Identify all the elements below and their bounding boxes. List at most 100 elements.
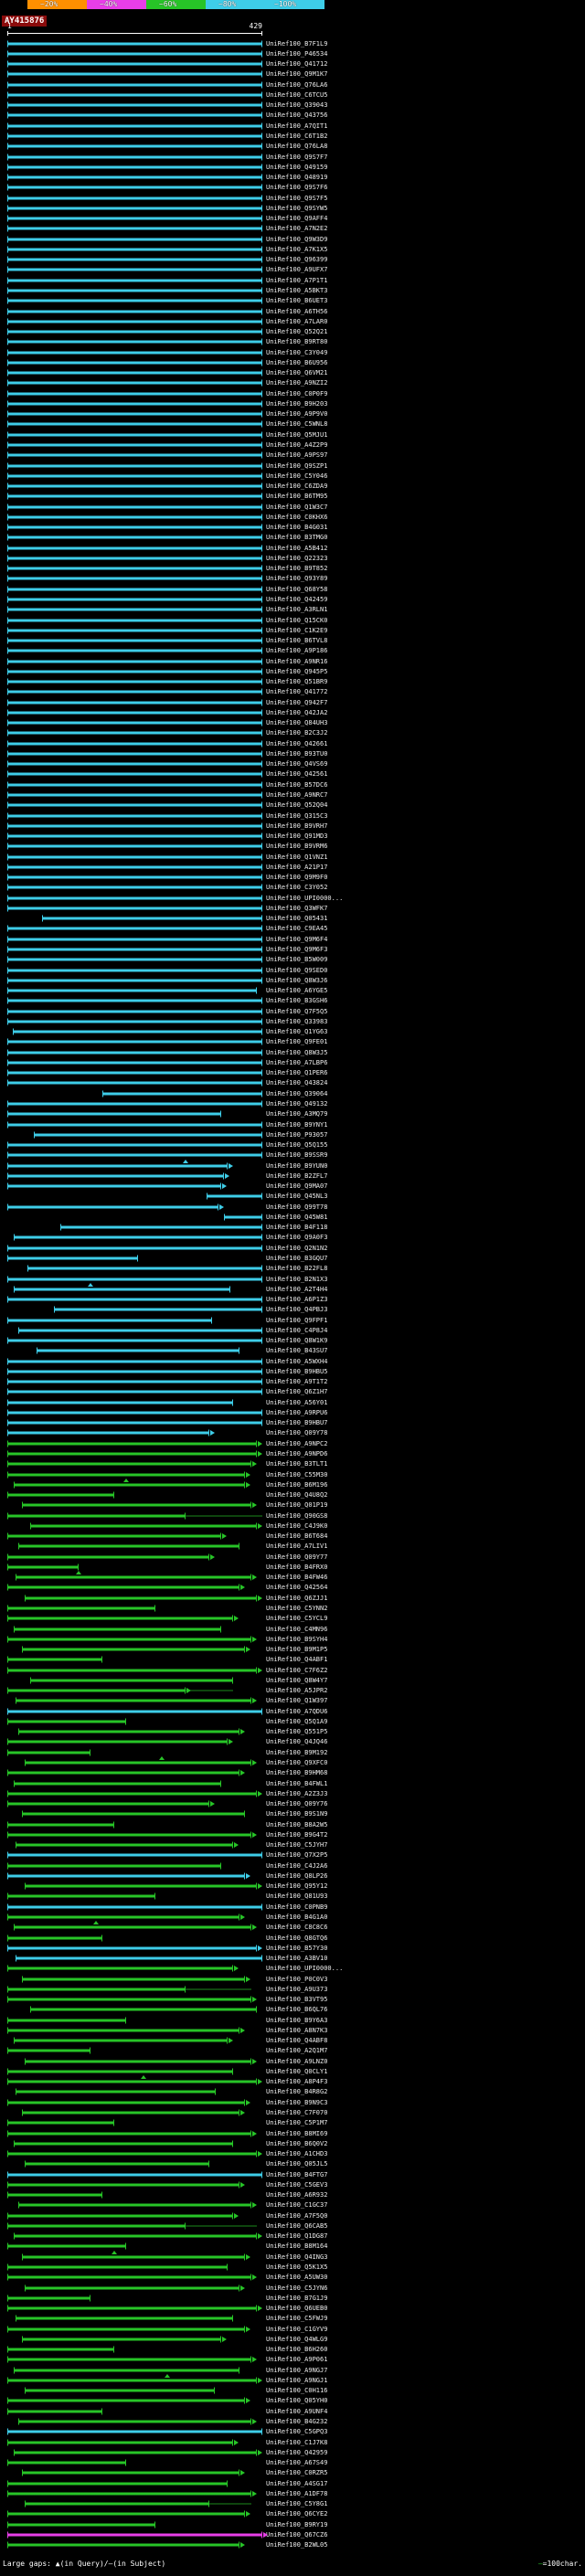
hit-label[interactable]: UniRef100_Q52Q04 (266, 801, 328, 810)
alignment-bar[interactable] (7, 678, 262, 685)
hit-label[interactable]: UniRef100_B9N9C3 (266, 2098, 328, 2106)
hit-label[interactable]: UniRef100_C0PNB9 (266, 1903, 328, 1911)
alignment-bar[interactable] (7, 575, 262, 582)
alignment-bar[interactable] (7, 154, 262, 161)
alignment-bar[interactable] (7, 760, 262, 768)
alignment-bar[interactable] (7, 2531, 262, 2539)
hit-label[interactable]: UniRef100_Q8W4Y7 (266, 1676, 328, 1684)
hit-label[interactable]: UniRef100_C5WNL8 (266, 420, 328, 429)
alignment-bar[interactable] (7, 2017, 126, 2024)
alignment-bar[interactable] (7, 1831, 251, 1839)
alignment-bar[interactable] (7, 1667, 258, 1674)
hit-label[interactable]: UniRef100_B9M1P5 (266, 1646, 328, 1654)
alignment-bar[interactable] (7, 1862, 222, 1870)
hit-label[interactable]: UniRef100_Q51BR9 (266, 678, 328, 686)
hit-label[interactable]: UniRef100_Q42661 (266, 739, 328, 747)
hit-label[interactable]: UniRef100_A7LIV1 (266, 1542, 328, 1551)
hit-label[interactable]: UniRef100_C9EA45 (266, 925, 328, 933)
hit-label[interactable]: UniRef100_Q5K1X5 (266, 2263, 328, 2271)
alignment-bar[interactable] (14, 1780, 221, 1787)
alignment-bar[interactable] (24, 1595, 258, 1602)
hit-label[interactable]: UniRef100_Q9S7F6 (266, 184, 328, 192)
hit-label[interactable]: UniRef100_A9NPD6 (266, 1450, 328, 1458)
alignment-bar[interactable] (7, 1687, 186, 1694)
hit-label[interactable]: UniRef100_C0RZR5 (266, 2469, 328, 2477)
hit-label[interactable]: UniRef100_B3TMG0 (266, 534, 328, 542)
alignment-bar[interactable] (14, 1481, 246, 1489)
alignment-bar[interactable] (7, 1409, 262, 1416)
hit-label[interactable]: UniRef100_B9HBU5 (266, 1367, 328, 1375)
alignment-bar[interactable] (7, 2263, 228, 2271)
alignment-bar[interactable] (7, 699, 262, 706)
hit-label[interactable]: UniRef100_Q6UEB0 (266, 2305, 328, 2313)
hit-label[interactable]: UniRef100_Q09Y76 (266, 1800, 328, 1808)
alignment-bar[interactable] (7, 2171, 262, 2178)
hit-label[interactable]: UniRef100_Q9SED0 (266, 966, 328, 974)
alignment-bar[interactable] (24, 2387, 216, 2394)
hit-label[interactable]: UniRef100_Q39043 (266, 101, 328, 110)
alignment-bar[interactable] (7, 1069, 262, 1076)
hit-label[interactable]: UniRef100_Q90GS8 (266, 1511, 328, 1520)
hit-label[interactable]: UniRef100_A7LAR0 (266, 317, 328, 325)
hit-label[interactable]: UniRef100_A3MQ79 (266, 1110, 328, 1118)
alignment-bar[interactable] (7, 410, 262, 418)
hit-label[interactable]: UniRef100_A9LNZ0 (266, 2057, 328, 2065)
alignment-bar[interactable] (18, 2418, 251, 2425)
alignment-bar[interactable] (7, 1553, 209, 1561)
alignment-bar[interactable] (7, 2119, 114, 2126)
hit-label[interactable]: UniRef100_C6T1B2 (266, 133, 328, 141)
alignment-bar[interactable] (7, 472, 262, 480)
hit-label[interactable]: UniRef100_A6YGE5 (266, 987, 328, 995)
hit-label[interactable]: UniRef100_C5GPQ3 (266, 2428, 328, 2436)
alignment-bar[interactable] (7, 2242, 126, 2250)
alignment-bar[interactable] (16, 2315, 234, 2322)
alignment-bar[interactable] (7, 1317, 213, 1324)
alignment-bar[interactable] (7, 2222, 186, 2230)
hit-label[interactable]: UniRef100_C8C8C6 (266, 1924, 328, 1932)
alignment-bar[interactable] (7, 359, 262, 366)
hit-label[interactable]: UniRef100_Q4ABF8 (266, 2037, 328, 2045)
alignment-bar[interactable] (7, 668, 262, 675)
alignment-bar[interactable] (7, 349, 262, 356)
alignment-bar[interactable] (7, 400, 262, 408)
hit-label[interactable]: UniRef100_B57Y30 (266, 1944, 328, 1952)
hit-label[interactable]: UniRef100_Q42959 (266, 2448, 328, 2456)
hit-label[interactable]: UniRef100_B5W009 (266, 956, 328, 964)
hit-label[interactable]: UniRef100_Q4VS69 (266, 760, 328, 769)
hit-label[interactable]: UniRef100_Q5MJU1 (266, 430, 328, 439)
hit-label[interactable]: UniRef100_Q6Z1H7 (266, 1388, 328, 1396)
alignment-bar[interactable] (16, 1841, 234, 1849)
alignment-bar[interactable] (7, 2078, 258, 2085)
alignment-bar[interactable] (7, 111, 262, 119)
alignment-bar[interactable] (36, 1347, 239, 1354)
hit-label[interactable]: UniRef100_A2T4H4 (266, 1285, 328, 1293)
alignment-bar[interactable] (14, 1924, 252, 1931)
alignment-bar[interactable] (7, 1440, 258, 1447)
hit-label[interactable]: UniRef100_Q942F7 (266, 698, 328, 706)
alignment-bar[interactable] (7, 1337, 262, 1344)
alignment-bar[interactable] (7, 946, 262, 953)
hit-label[interactable]: UniRef100_B6H260 (266, 2346, 328, 2354)
hit-label[interactable]: UniRef100_Q945P5 (266, 667, 328, 675)
alignment-bar[interactable] (7, 297, 262, 304)
alignment-bar[interactable] (14, 2449, 258, 2456)
alignment-bar[interactable] (7, 719, 262, 726)
alignment-bar[interactable] (7, 864, 262, 871)
alignment-bar[interactable] (7, 462, 262, 470)
hit-label[interactable]: UniRef100_Q39064 (266, 1089, 328, 1097)
alignment-bar[interactable] (7, 534, 262, 541)
alignment-bar[interactable] (7, 215, 262, 222)
hit-label[interactable]: UniRef100_Q48919 (266, 174, 328, 182)
alignment-bar[interactable] (7, 451, 262, 459)
hit-label[interactable]: UniRef100_B9SSR9 (266, 1151, 328, 1160)
hit-label[interactable]: UniRef100_A9T1T2 (266, 1378, 328, 1386)
hit-label[interactable]: UniRef100_A9NPC2 (266, 1439, 328, 1447)
alignment-bar[interactable] (7, 853, 262, 861)
hit-label[interactable]: UniRef100_Q96399 (266, 256, 328, 264)
hit-label[interactable]: UniRef100_Q3WFK7 (266, 904, 328, 912)
alignment-bar[interactable] (7, 2295, 90, 2302)
alignment-bar[interactable] (7, 658, 262, 665)
hit-label[interactable]: UniRef100_B4G232 (266, 2417, 328, 2425)
hit-label[interactable]: UniRef100_A8P4F3 (266, 2078, 328, 2086)
hit-label[interactable]: UniRef100_B9HM68 (266, 1769, 328, 1777)
